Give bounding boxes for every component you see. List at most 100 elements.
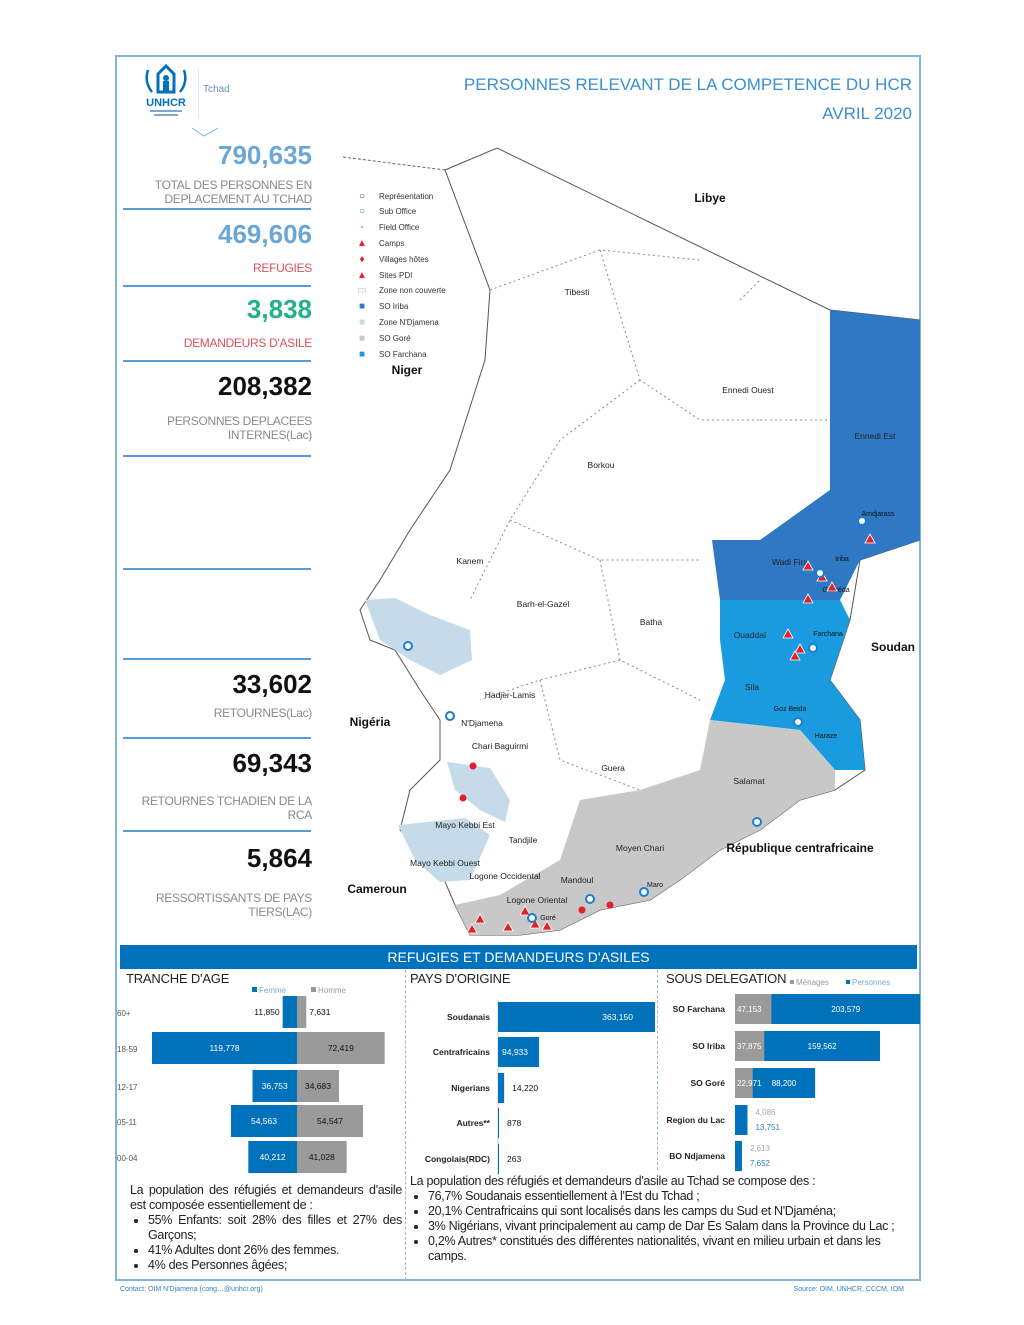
region-label-chari_baguirmi: Chari Baguirmi xyxy=(472,741,528,751)
legend-item: ○ Sub Office xyxy=(355,205,416,219)
legend-label: SO Goré xyxy=(379,333,411,343)
bar-origin xyxy=(498,1144,499,1174)
so-farchana-zone-icon: ■ xyxy=(358,348,366,360)
stat-value: 790,635 xyxy=(218,140,312,170)
office-icon xyxy=(639,887,649,897)
age-note-item: 55% Enfants: soit 28% des filles et 27% … xyxy=(148,1213,402,1243)
region-label-logone_occ: Logone Occidental xyxy=(470,871,541,881)
origin-category-label: Nigerians xyxy=(451,1083,490,1093)
age-chart-title: TRANCHE D'AGE xyxy=(126,971,230,986)
region-borders xyxy=(469,249,830,791)
representation-icon: ○ xyxy=(358,190,366,202)
legend-label-personnes: Personnes xyxy=(852,978,890,987)
bar-homme xyxy=(297,1105,364,1137)
legend-item: ■ SO Iriba xyxy=(355,300,408,314)
legend-swatch-homme xyxy=(311,987,316,992)
age-tick-label: 00-04 xyxy=(117,1154,138,1163)
origin-category-label: Centrafricains xyxy=(433,1047,490,1057)
office-icon xyxy=(857,516,867,526)
data-label-femme: 11,850 xyxy=(254,1007,280,1017)
host-village-icon xyxy=(459,794,467,802)
region-label-mandoul: Mandoul xyxy=(561,875,594,885)
region-label-guera: Guera xyxy=(601,763,625,773)
origin-note-item: 3% Nigérians, vivant principalement au c… xyxy=(428,1219,915,1234)
data-label-femme: 40,212 xyxy=(260,1152,286,1162)
data-label-homme: 7,631 xyxy=(309,1007,331,1017)
data-label-menages: 4,086 xyxy=(755,1108,776,1117)
office-icon xyxy=(815,568,825,578)
region-label-moyen_chari: Moyen Chari xyxy=(616,843,664,853)
stat-value: 3,838 xyxy=(246,294,312,324)
stat-value: 469,606 xyxy=(218,219,312,249)
host-village-icon xyxy=(578,906,586,914)
legend-item: ▲ Camps xyxy=(355,236,404,250)
bar-origin xyxy=(498,1037,540,1067)
region-label-ennedi_ouest: Ennedi Ouest xyxy=(722,385,774,395)
footer-source: Source: OIM, UNHCR, CCCM, IOM xyxy=(793,1286,904,1293)
legend-swatch-menages xyxy=(790,980,794,984)
origin-note-item: 76,7% Soudanais essentiellement à l'Est … xyxy=(428,1189,915,1204)
data-label-origin: 878 xyxy=(507,1118,521,1128)
zone-ndjamena-mayo-kebbi-ouest xyxy=(398,818,490,882)
stat-value: 69,343 xyxy=(232,748,312,778)
region-label-ndjamena: N'Djamena xyxy=(461,718,503,728)
origin-chart-title: PAYS D'ORIGINE xyxy=(410,971,511,986)
camp-icon xyxy=(782,628,794,639)
office-icon xyxy=(752,817,762,827)
data-label-femme: 54,563 xyxy=(251,1116,277,1126)
data-label-origin: 14,220 xyxy=(512,1083,538,1093)
field-office-icon: ◦ xyxy=(360,222,364,234)
bar-femme xyxy=(282,996,297,1028)
legend-label: Camps xyxy=(379,238,405,248)
region-label-mayo_kebbi_ouest: Mayo Kebbi Ouest xyxy=(410,858,481,868)
bar-femme xyxy=(248,1141,297,1173)
legend-swatch-personnes xyxy=(846,980,850,984)
data-label-menages: 37,875 xyxy=(737,1042,762,1051)
zone-ndjamena-mayo-kebbi-est xyxy=(447,762,510,822)
stat-separator xyxy=(123,568,311,570)
data-label-personnes: 88,200 xyxy=(772,1079,797,1088)
legend-item: ■ SO Goré xyxy=(355,331,411,345)
origin-note-intro: La population des réfugiés et demandeurs… xyxy=(410,1174,816,1188)
region-label-kanem: Kanem xyxy=(457,556,484,566)
host-village-icon: ♦ xyxy=(359,253,365,265)
country-label-cameroon: Cameroun xyxy=(347,882,406,896)
legend-item: ♦ Villages hôtes xyxy=(355,252,428,266)
column-divider xyxy=(657,970,658,1170)
origin-category-label: Autres** xyxy=(456,1118,490,1128)
camp-icon: ▲ xyxy=(357,237,367,249)
data-label-origin: 263 xyxy=(507,1154,521,1164)
place-label-haraze: Haraze xyxy=(815,733,838,740)
legend-label: SO Farchana xyxy=(379,349,427,359)
origin-note: La population des réfugiés et demandeurs… xyxy=(410,1174,915,1264)
stat-label: RESSORTISSANTS DE PAYS TIERS(LAC) xyxy=(155,891,312,919)
legend-label: Représentation xyxy=(379,191,434,201)
subdelegation-category-label: SO Iriba xyxy=(692,1041,725,1051)
bar-origin xyxy=(498,1002,655,1032)
stat-separator xyxy=(123,830,311,832)
data-label-homme: 41,028 xyxy=(309,1152,335,1162)
bar-menages xyxy=(735,1031,765,1061)
legend-label-homme: Homme xyxy=(318,986,347,995)
footer-contact: Contact: OIM N'Djamena (cong…@unhcr.org) xyxy=(120,1286,263,1293)
subdelegation-category-label: Region du Lac xyxy=(666,1115,725,1125)
bar-homme xyxy=(297,1141,347,1173)
libya-border-dashed xyxy=(342,156,446,171)
age-note-item: 4% des Personnes âgées; xyxy=(148,1258,402,1273)
place-label-maro: Maro xyxy=(647,882,663,889)
subdelegation-category-label: SO Farchana xyxy=(673,1004,726,1014)
subdelegation-category-label: BO Ndjamena xyxy=(669,1151,725,1161)
place-label-farchana: Farchana xyxy=(813,631,843,638)
zone-so-gore xyxy=(455,720,835,935)
stat-label: PERSONNES DEPLACEES INTERNES(Lac) xyxy=(166,414,312,442)
report-title: PERSONNES RELEVANT DE LA COMPETENCE DU H… xyxy=(464,70,912,128)
stat-label: REFUGIES xyxy=(253,261,312,275)
region-label-salamat: Salamat xyxy=(733,776,765,786)
stat-value: 208,382 xyxy=(218,371,312,401)
stat-value: 33,602 xyxy=(232,669,312,699)
zone-ndjamena-icon: ■ xyxy=(358,316,366,328)
subdelegation-chart-title: SOUS DELEGATION xyxy=(666,971,787,986)
subdelegation-category-label: SO Goré xyxy=(691,1078,726,1088)
age-tick-label: 18-59 xyxy=(117,1045,138,1054)
